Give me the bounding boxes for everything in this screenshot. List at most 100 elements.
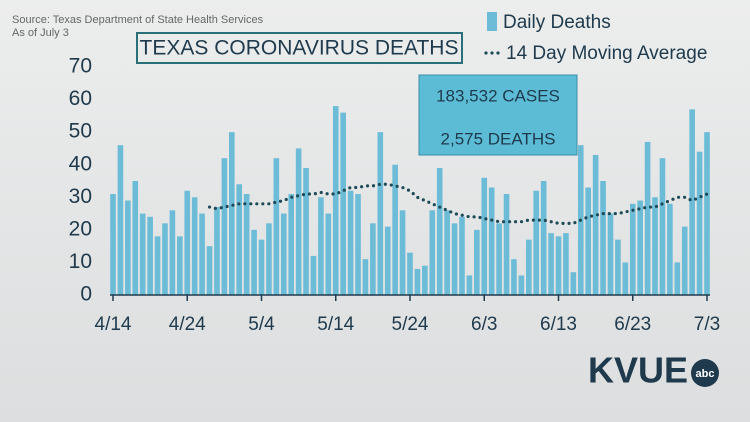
bar	[629, 203, 636, 295]
bar	[681, 226, 688, 295]
x-tick-label: 6/13	[540, 314, 577, 335]
bar	[414, 268, 421, 295]
y-tick-label: 40	[69, 152, 92, 175]
bar	[615, 239, 621, 295]
chart-title: TEXAS CORONAVIRUS DEATHS	[140, 37, 459, 60]
title-box	[136, 32, 463, 64]
bar	[659, 158, 666, 295]
bar	[570, 272, 577, 295]
bar	[162, 223, 168, 295]
y-tick-label: 10	[69, 250, 92, 273]
bar	[466, 275, 473, 295]
bar	[518, 275, 525, 295]
bar	[696, 151, 703, 295]
bar	[652, 197, 658, 295]
bar	[258, 239, 265, 295]
y-tick-label: 50	[69, 120, 92, 143]
bar	[704, 132, 710, 295]
bar	[332, 106, 339, 295]
source: Source: Texas Department of State Health…	[12, 14, 264, 26]
x-tick-label: 7/3	[694, 314, 720, 335]
bar	[325, 213, 332, 295]
bar	[147, 216, 153, 295]
bar	[303, 167, 309, 295]
x-tick-label: 6/23	[614, 314, 651, 335]
bar	[214, 207, 220, 295]
logo-badge-text: abc	[696, 368, 715, 380]
bar	[288, 194, 294, 295]
bar	[243, 194, 250, 295]
bar	[526, 239, 532, 295]
annotation: 183,532 CASES	[436, 86, 560, 105]
logo: KVUE	[588, 350, 688, 391]
bar	[117, 145, 124, 295]
plot-area: 0 10 20 30 40 50 60 70 4/14 4/24 5/4 5/14 5/24 6/3 6/1…	[69, 55, 721, 335]
bar	[592, 154, 599, 295]
bar	[384, 226, 391, 295]
bar	[496, 223, 502, 295]
bar	[459, 216, 465, 295]
bar	[377, 132, 384, 295]
bar	[184, 190, 191, 295]
bar	[295, 148, 302, 295]
bar	[622, 262, 629, 295]
bar	[177, 236, 183, 295]
y-tick-label: 70	[69, 55, 92, 78]
bar	[540, 181, 547, 295]
bar	[362, 259, 369, 295]
bar	[488, 187, 495, 295]
y-tick-label: 20	[69, 217, 92, 240]
bar	[533, 190, 540, 295]
bar	[139, 213, 146, 295]
bar	[229, 132, 235, 295]
x-tick-label: 5/24	[392, 314, 429, 335]
annotation-box	[418, 74, 578, 156]
bar	[191, 197, 198, 295]
legend-swatch	[487, 12, 497, 31]
bar	[674, 262, 681, 295]
bar	[436, 167, 443, 295]
bar	[474, 229, 480, 295]
legend-label: 14 Day Moving Average	[506, 43, 707, 64]
bar	[585, 187, 591, 295]
bar	[548, 233, 554, 295]
x-tick-label: 4/24	[169, 314, 206, 335]
bar	[310, 255, 317, 295]
bar	[667, 203, 673, 295]
bar	[429, 210, 436, 295]
bar	[318, 197, 324, 295]
bar	[399, 210, 406, 295]
bar	[444, 210, 450, 295]
bar	[481, 177, 488, 295]
y-tick-label: 60	[69, 87, 92, 110]
x-tick-label: 5/14	[317, 314, 354, 335]
bar	[236, 184, 243, 295]
source-date: As of July 3	[12, 27, 69, 39]
bar	[511, 259, 517, 295]
bar	[273, 158, 280, 295]
bar	[266, 223, 272, 295]
bar	[689, 109, 695, 295]
bar	[154, 236, 161, 295]
x-tick-label: 4/14	[95, 314, 132, 335]
bar	[370, 223, 376, 295]
bar	[451, 223, 458, 295]
logo-badge	[691, 359, 719, 387]
bar	[340, 112, 346, 295]
bar	[422, 265, 428, 295]
bar	[221, 158, 228, 295]
bar	[347, 190, 354, 295]
bar	[132, 181, 139, 295]
bar	[644, 141, 651, 295]
legend-label: Daily Deaths	[503, 12, 611, 33]
bar	[169, 210, 176, 295]
bar	[392, 164, 398, 295]
bar	[251, 229, 257, 295]
y-tick-label: 0	[80, 283, 92, 306]
bar	[503, 194, 510, 295]
bar	[563, 233, 569, 295]
bar	[125, 200, 131, 295]
bar	[206, 246, 213, 295]
